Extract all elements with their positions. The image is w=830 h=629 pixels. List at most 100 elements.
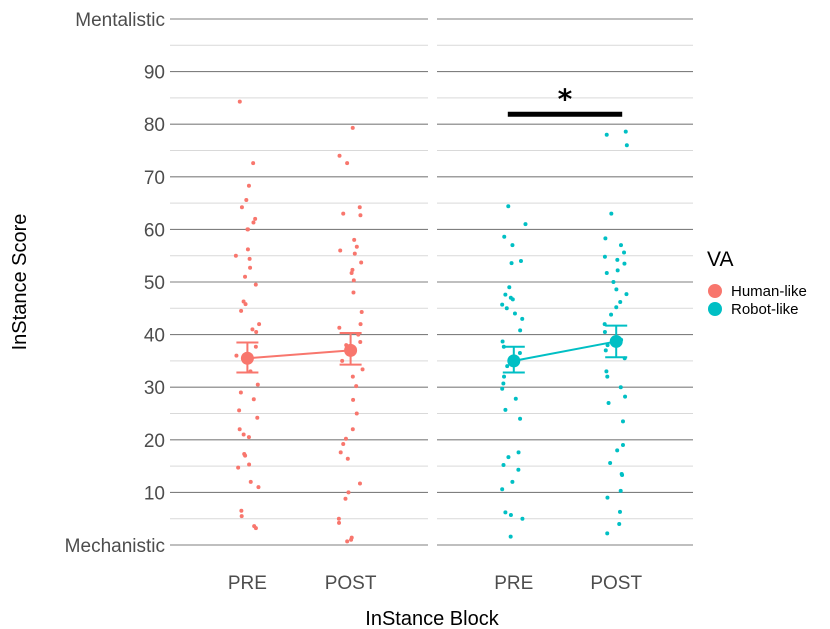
raw-point [237,99,242,104]
raw-point [520,316,525,321]
raw-point [238,390,243,395]
raw-point [359,309,364,314]
y-tick-label: 80 [144,115,165,136]
raw-point [351,397,356,402]
legend: VA Human-like Robot-like [707,248,807,318]
raw-point [343,436,348,441]
raw-point [341,211,346,216]
raw-point [605,495,610,500]
raw-point [251,220,256,225]
legend-key-human-like [708,284,722,298]
y-tick-label: Mechanistic [65,536,165,557]
mean-point [240,351,254,365]
raw-point [233,253,238,258]
raw-point [341,442,346,447]
data-layer [233,99,629,544]
raw-point [604,132,609,137]
raw-point [245,247,250,252]
raw-point [359,260,364,265]
raw-point [503,510,508,515]
raw-point [350,267,355,272]
y-tick-label: 70 [144,168,165,189]
raw-point [500,487,505,492]
raw-point [257,322,262,327]
raw-point [604,271,609,276]
raw-point [501,463,506,468]
x-tick-label: PRE [494,573,533,594]
raw-point [604,369,609,374]
legend-key-robot-like [708,302,722,316]
raw-point [246,183,251,188]
raw-point [354,244,359,249]
y-tick-label: Mentalistic [75,10,165,31]
y-axis-title: InStance Score [9,214,31,351]
raw-point [336,516,341,521]
raw-point [350,125,355,130]
raw-point [502,234,507,239]
x-axis-title: InStance Block [365,608,499,629]
raw-point [602,329,607,334]
y-tick-label: 20 [144,431,165,452]
annotation-layer: * [507,82,623,117]
raw-point [239,205,244,210]
raw-point [239,508,244,513]
raw-point [615,268,620,273]
raw-point [602,254,607,259]
raw-point [614,305,619,310]
legend-title: VA [707,248,733,271]
raw-point [253,216,258,221]
raw-point [358,322,363,327]
raw-point [510,297,515,302]
raw-point [255,382,260,387]
raw-point [246,435,251,440]
raw-point [351,290,356,295]
raw-point [357,205,362,210]
mean-point [344,343,358,357]
raw-point [622,261,627,266]
raw-point [510,479,515,484]
raw-point [248,265,253,270]
raw-point [239,514,244,519]
raw-point [606,400,611,405]
raw-point [254,329,259,334]
raw-point [509,261,514,266]
raw-point [516,450,521,455]
raw-point [338,450,343,455]
raw-point [618,299,623,304]
raw-point [338,248,343,253]
legend-label-robot-like: Robot-like [731,301,799,318]
raw-point [245,227,250,232]
raw-point [617,521,622,526]
raw-point [250,327,255,332]
raw-point [345,539,350,544]
y-tick-label: 90 [144,63,165,84]
raw-point [236,465,241,470]
y-tick-label: 30 [144,378,165,399]
raw-point [500,302,505,307]
raw-point [253,344,258,349]
raw-point [234,353,239,358]
raw-point [243,302,248,307]
x-tick-label: PRE [228,573,267,594]
raw-point [237,408,242,413]
x-tick-label: POST [590,573,642,594]
raw-point [520,516,525,521]
raw-point [502,374,507,379]
raw-point [508,534,513,539]
raw-point [618,243,623,248]
raw-point [618,385,623,390]
raw-point [504,306,509,311]
x-axis-ticks: PRE POST PRE POST [228,573,643,594]
raw-point [510,243,515,248]
raw-point [620,443,625,448]
y-tick-label: 10 [144,483,165,504]
raw-point [620,473,625,478]
raw-point [337,153,342,158]
raw-point [518,328,523,333]
raw-point [623,394,628,399]
mean-point [609,334,623,348]
raw-point [622,250,627,255]
raw-point [500,339,505,344]
raw-point [360,367,365,372]
raw-point [624,143,629,148]
